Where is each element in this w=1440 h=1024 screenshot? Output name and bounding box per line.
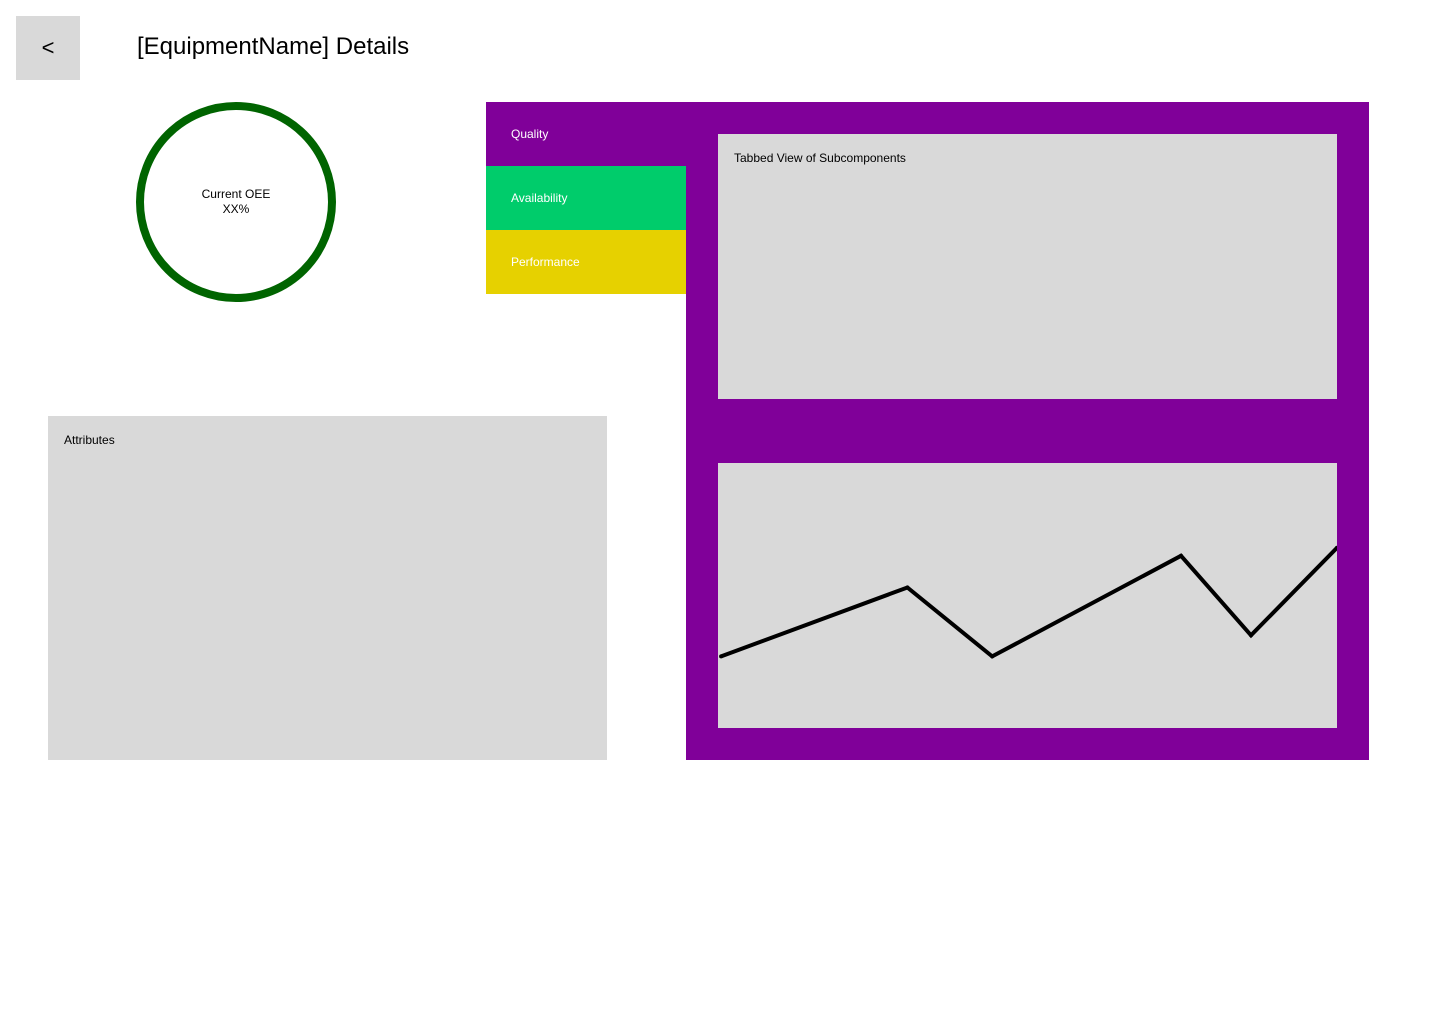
trend-point xyxy=(905,585,910,590)
metric-tabs: Quality Availability Performance xyxy=(486,102,686,294)
tab-availability[interactable]: Availability xyxy=(486,166,686,230)
trend-chart-svg xyxy=(719,545,1337,659)
oee-label: Current OEE xyxy=(201,187,271,201)
page-title: [EquipmentName] Details xyxy=(137,33,410,60)
trend-point xyxy=(990,654,995,659)
oee-gauge: Current OEE XX% xyxy=(136,102,336,302)
tab-availability-label: Availability xyxy=(511,191,568,205)
attributes-panel: Attributes xyxy=(48,416,607,760)
oee-value: XX% xyxy=(222,202,250,216)
trend-chart xyxy=(718,463,1337,728)
trend-point xyxy=(1249,633,1253,638)
tab-quality[interactable]: Quality xyxy=(486,102,686,166)
tab-performance[interactable]: Performance xyxy=(486,230,686,294)
trend-point xyxy=(1335,545,1337,550)
back-button[interactable]: < xyxy=(16,16,80,80)
tab-performance-label: Performance xyxy=(511,255,580,269)
subcomponents-view: Tabbed View of Subcomponents xyxy=(718,134,1337,399)
trend-point xyxy=(1179,553,1183,558)
subcomponents-label: Tabbed View of Subcomponents xyxy=(734,151,906,165)
attributes-label: Attributes xyxy=(64,433,115,447)
trend-point xyxy=(719,654,724,659)
tab-quality-label: Quality xyxy=(511,127,549,141)
trend-line xyxy=(720,546,1337,659)
